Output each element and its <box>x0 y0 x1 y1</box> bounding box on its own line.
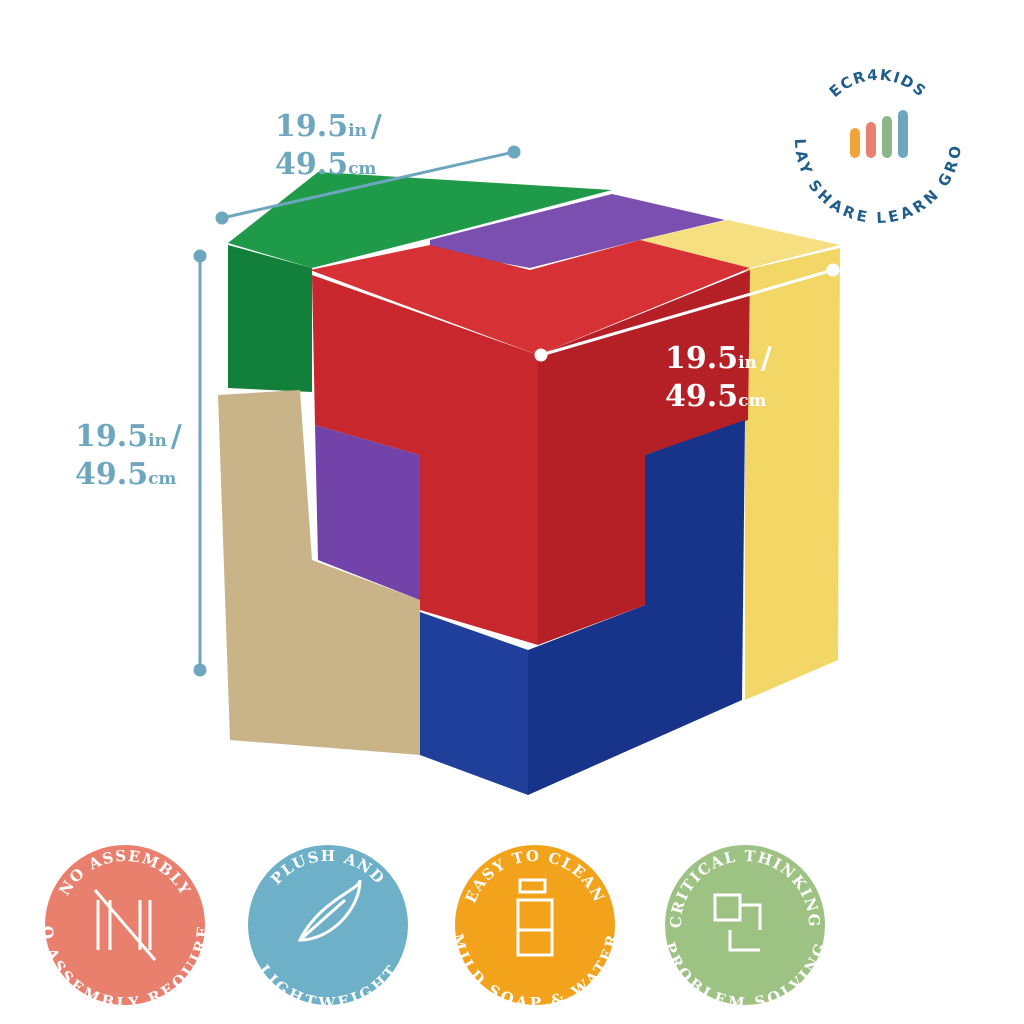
purple-front <box>315 425 420 600</box>
width-line <box>221 150 515 220</box>
badge <box>455 845 615 1005</box>
logo-brand-path: ECR4KIDS <box>826 66 929 101</box>
tan <box>218 390 420 755</box>
red-side <box>538 270 750 645</box>
badge <box>665 845 825 1005</box>
depth-line <box>534 263 840 362</box>
dot <box>193 249 207 263</box>
dimension: 19.5in/49.5cm <box>75 419 182 492</box>
dot <box>507 145 521 159</box>
purple-top <box>430 194 725 268</box>
yellow-side <box>745 248 840 700</box>
logo-brand: ECR4KIDS <box>826 66 930 101</box>
dimension-lines <box>193 145 521 677</box>
dot <box>215 211 229 225</box>
badge <box>248 845 408 1005</box>
green-front <box>228 245 312 392</box>
dot <box>193 663 207 677</box>
cube <box>218 172 840 795</box>
blue-front <box>420 612 528 795</box>
blue-side <box>528 420 745 795</box>
dimension: 19.5in/49.5cm <box>665 341 772 414</box>
red-front <box>312 275 538 645</box>
red-top <box>310 240 750 355</box>
yellow-top <box>640 220 840 268</box>
badges <box>45 845 825 1005</box>
dimension: 19.5in/49.5cm <box>275 109 382 182</box>
